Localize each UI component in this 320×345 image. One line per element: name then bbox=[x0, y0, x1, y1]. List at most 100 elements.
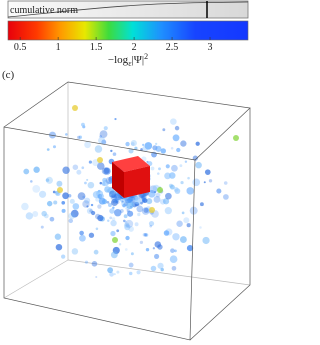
blob bbox=[124, 224, 131, 231]
tick-label: 1 bbox=[56, 42, 61, 53]
blob bbox=[145, 247, 150, 252]
blob bbox=[172, 134, 180, 142]
blob bbox=[78, 135, 83, 139]
tick-label: 2.5 bbox=[166, 42, 179, 53]
blob bbox=[142, 143, 145, 146]
blob bbox=[186, 244, 194, 252]
blob bbox=[180, 180, 184, 185]
blob bbox=[94, 145, 103, 153]
blob bbox=[181, 211, 185, 215]
blob bbox=[112, 152, 117, 156]
blob bbox=[93, 249, 99, 255]
blob bbox=[99, 135, 103, 138]
blob bbox=[143, 207, 149, 213]
blob bbox=[46, 200, 53, 207]
blob bbox=[25, 212, 33, 220]
blob bbox=[204, 169, 211, 175]
blob bbox=[99, 181, 103, 185]
blob bbox=[61, 208, 66, 213]
blob bbox=[183, 217, 190, 224]
blob bbox=[153, 196, 161, 203]
blob bbox=[150, 265, 157, 272]
blob bbox=[112, 237, 118, 243]
blob bbox=[84, 197, 91, 204]
figure: cumulative norm 0.5 1 1.5 2 2.5 3 −logε|Ψ|2 (… bbox=[2, 0, 251, 341]
blob bbox=[71, 248, 79, 255]
blob bbox=[126, 209, 130, 213]
blob bbox=[148, 220, 155, 227]
blob bbox=[88, 160, 92, 164]
blob bbox=[159, 198, 166, 205]
blob bbox=[84, 141, 91, 149]
blob bbox=[97, 204, 102, 209]
blob bbox=[101, 139, 107, 145]
blob bbox=[39, 190, 47, 198]
blob bbox=[97, 157, 103, 163]
blob bbox=[134, 146, 138, 150]
blob bbox=[102, 177, 107, 183]
blob bbox=[169, 184, 175, 190]
blob bbox=[149, 207, 155, 213]
blob bbox=[130, 142, 135, 146]
blob bbox=[184, 160, 188, 163]
blob bbox=[107, 267, 114, 274]
blob bbox=[208, 179, 213, 183]
blob bbox=[142, 232, 147, 237]
blob bbox=[142, 145, 149, 152]
blob bbox=[149, 185, 158, 194]
blob bbox=[109, 272, 114, 277]
blob bbox=[168, 172, 176, 179]
tick-label: 1.5 bbox=[90, 42, 103, 53]
blob bbox=[111, 199, 118, 207]
blob bbox=[158, 167, 161, 171]
blob bbox=[127, 198, 133, 204]
tick-label: 3 bbox=[208, 42, 213, 53]
blob bbox=[108, 180, 113, 185]
blob bbox=[90, 203, 94, 207]
blob bbox=[72, 164, 79, 170]
blob bbox=[112, 206, 115, 210]
blob bbox=[86, 178, 89, 181]
blob bbox=[134, 197, 142, 205]
blob bbox=[176, 147, 181, 153]
tick-label: 2 bbox=[132, 42, 137, 53]
blob bbox=[110, 190, 116, 196]
blob bbox=[103, 126, 108, 131]
blob bbox=[99, 193, 105, 199]
blob bbox=[171, 265, 177, 271]
blob bbox=[106, 200, 110, 204]
blob bbox=[103, 167, 111, 175]
blob bbox=[160, 148, 166, 154]
blob bbox=[172, 233, 180, 241]
blob bbox=[186, 223, 191, 228]
blob bbox=[44, 213, 49, 219]
cumulative-label: cumulative norm bbox=[10, 5, 78, 16]
blob bbox=[124, 248, 128, 251]
blob bbox=[113, 273, 116, 276]
blob bbox=[125, 219, 134, 228]
blob bbox=[143, 233, 148, 237]
blob bbox=[199, 202, 204, 207]
blob bbox=[116, 270, 120, 274]
blob bbox=[165, 164, 170, 169]
blob bbox=[104, 167, 110, 174]
blob bbox=[40, 225, 44, 229]
label-body: |Ψ| bbox=[132, 54, 145, 66]
blob bbox=[49, 216, 55, 222]
blob bbox=[180, 140, 187, 147]
blob bbox=[144, 233, 149, 237]
blob bbox=[61, 200, 66, 205]
blob bbox=[170, 248, 175, 253]
blob bbox=[114, 193, 122, 201]
blob bbox=[30, 180, 33, 183]
blob bbox=[125, 235, 130, 241]
blob bbox=[162, 198, 170, 205]
blob bbox=[68, 212, 75, 220]
blob bbox=[131, 195, 134, 199]
blob bbox=[128, 148, 134, 154]
blob bbox=[88, 232, 95, 238]
cube-front-edges bbox=[3, 81, 251, 341]
blob bbox=[57, 187, 63, 193]
blob bbox=[203, 181, 206, 184]
blob bbox=[76, 169, 82, 175]
